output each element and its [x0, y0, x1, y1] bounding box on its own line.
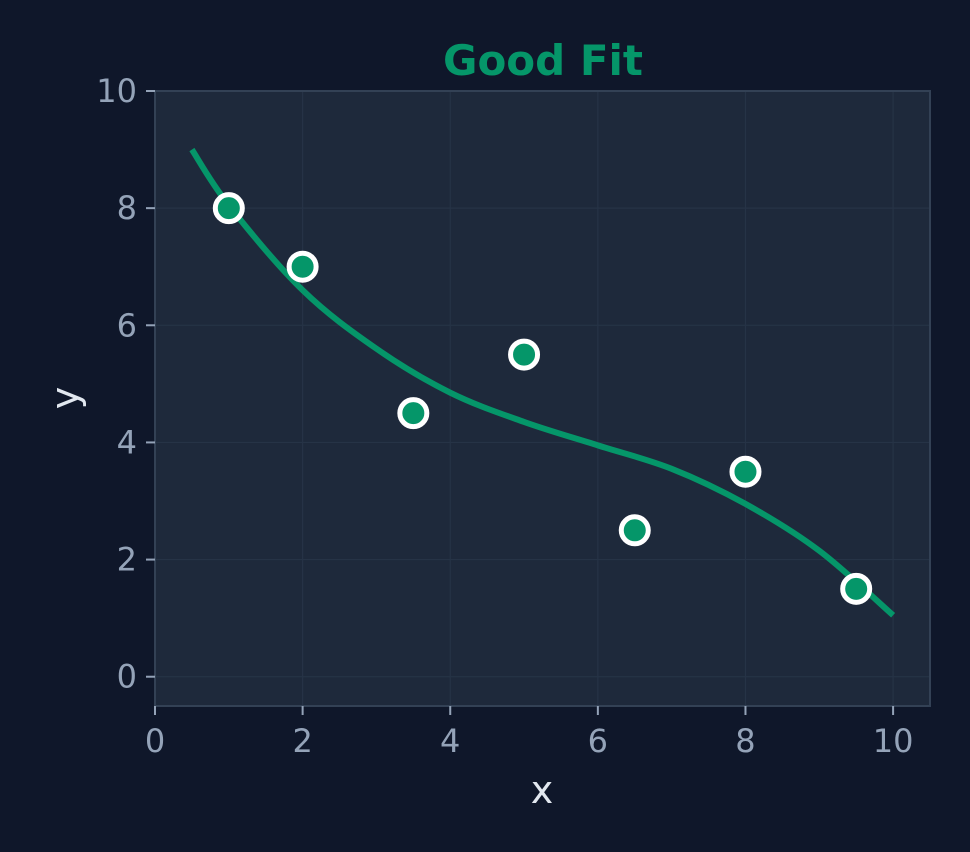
data-points: [212, 192, 873, 605]
chart-title: Good Fit: [443, 36, 643, 85]
x-tick-label: 2: [292, 722, 312, 760]
x-axis-label: x: [531, 768, 554, 812]
fit-line: [189, 147, 896, 618]
x-tick-label: 10: [873, 722, 914, 760]
x-tick-label: 8: [735, 722, 755, 760]
data-point-marker: [618, 514, 651, 547]
x-tick-label: 6: [588, 722, 608, 760]
x-tick-label: 0: [145, 722, 165, 760]
y-axis-ticks: 0 2 4 6 8 10: [96, 72, 155, 696]
y-tick-label: 8: [117, 189, 137, 227]
y-tick-label: 6: [117, 306, 137, 344]
plot-area: [155, 91, 930, 706]
y-axis-label: y: [43, 387, 87, 410]
data-point-marker: [508, 338, 541, 371]
grid-lines: [154, 90, 930, 706]
x-axis-ticks: 0 2 4 6 8 10: [145, 706, 914, 760]
y-tick-label: 10: [96, 72, 137, 110]
fit-curve: [189, 147, 896, 618]
x-tick-label: 4: [440, 722, 460, 760]
plot-frame: [154, 90, 931, 707]
y-tick-label: 2: [117, 541, 137, 579]
data-point-marker: [840, 572, 873, 605]
y-tick-label: 4: [117, 423, 137, 461]
data-point-marker: [729, 455, 762, 488]
data-point-marker: [286, 250, 319, 283]
data-point-marker: [397, 397, 430, 430]
y-tick-label: 0: [117, 658, 137, 696]
data-point-marker: [212, 192, 245, 225]
